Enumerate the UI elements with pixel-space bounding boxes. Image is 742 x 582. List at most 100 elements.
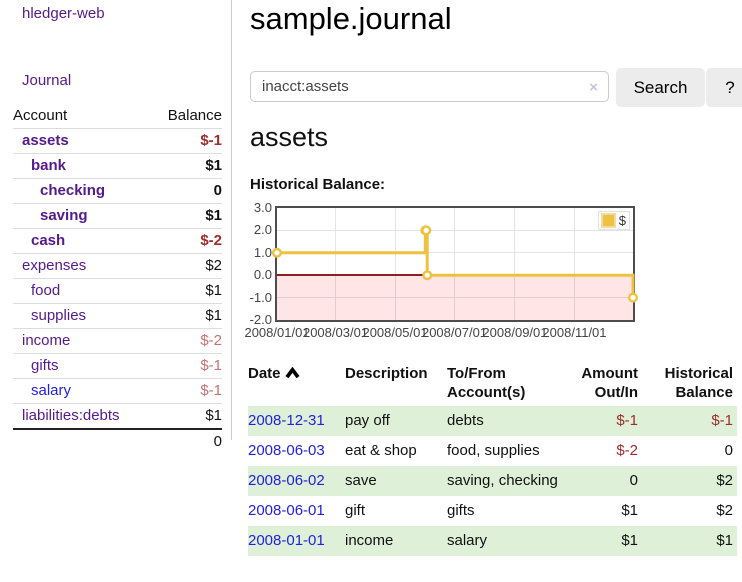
account-row: liabilities:debts $1 — [13, 403, 222, 429]
account-link[interactable]: checking — [40, 182, 106, 199]
account-balance: $-1 — [151, 378, 222, 404]
account-link[interactable]: food — [31, 282, 61, 299]
account-total-row: 0 — [13, 428, 222, 454]
x-axis-tick-label: 2008/09/01 — [482, 325, 548, 340]
register-date-link[interactable]: 2008-06-03 — [248, 442, 325, 459]
sidebar-item-journal[interactable]: Journal — [22, 72, 72, 89]
account-balance: $-2 — [151, 228, 222, 254]
account-row: checking 0 — [13, 178, 222, 204]
register-header-row: Date Description To/From Account(s) Amou… — [248, 360, 737, 406]
account-row: bank $1 — [13, 153, 222, 179]
y-axis-tick-label: 1.0 — [253, 244, 272, 260]
account-row: supplies $1 — [13, 303, 222, 329]
account-column-header: Account — [13, 107, 68, 124]
balance-column-header: Balance — [167, 107, 222, 124]
account-column-header[interactable]: To/From Account(s) — [447, 365, 526, 401]
register-row: 2008-01-01 income salary $1 $1 — [248, 526, 737, 556]
account-balance-table: Account Balance assets $-1 bank $1 checking 0… — [13, 104, 222, 454]
gridline-vertical — [454, 208, 455, 320]
sidebar: hledger-web Journal Account Balance asse… — [0, 0, 232, 454]
register-description: eat & shop — [345, 442, 417, 459]
x-axis-tick-label: 2008/05/01 — [362, 325, 428, 340]
date-column-header[interactable]: Date — [248, 360, 345, 406]
register-amount: $1 — [621, 502, 638, 519]
register-date-link[interactable]: 2008-06-02 — [248, 472, 325, 489]
register-table-body: 2008-12-31 pay off debts $-1 $-1 2008-06-03 ea… — [248, 406, 737, 556]
search-box: × — [250, 71, 609, 102]
y-axis-tick-label: 3.0 — [253, 200, 272, 215]
account-row: gifts $-1 — [13, 353, 222, 379]
register-date-link[interactable]: 2008-01-01 — [248, 532, 325, 549]
description-column-header[interactable]: Description — [345, 365, 428, 382]
gridline-vertical — [394, 208, 396, 320]
register-row: 2008-06-03 eat & shop food, supplies $-2 0 — [248, 436, 737, 466]
account-table-body: assets $-1 bank $1 checking 0 saving $1 cash $-2 e… — [13, 128, 222, 429]
register-date-link[interactable]: 2008-12-31 — [248, 412, 325, 429]
gridline-vertical — [335, 208, 337, 320]
account-link[interactable]: saving — [40, 207, 88, 224]
search-form: × Search ? — [250, 68, 742, 107]
register-date-link[interactable]: 2008-06-01 — [248, 502, 325, 519]
account-link[interactable]: liabilities:debts — [22, 407, 120, 424]
data-point-marker — [421, 225, 432, 236]
gridline-vertical — [514, 208, 516, 320]
account-row: income $-2 — [13, 328, 222, 354]
x-axis-tick-label: 2008/11/01 — [542, 325, 607, 340]
account-link[interactable]: supplies — [31, 307, 87, 324]
account-balance: $1 — [151, 203, 222, 229]
account-link[interactable]: bank — [31, 157, 67, 174]
gridline-vertical — [573, 208, 575, 320]
account-row: expenses $2 — [13, 253, 222, 279]
register-amount: $1 — [621, 532, 638, 549]
balance-line — [272, 225, 639, 303]
register-accounts: debts — [447, 412, 484, 429]
account-balance: $1 — [151, 403, 222, 429]
amount-column-header[interactable]: Amount Out/In — [581, 365, 638, 401]
legend-swatch — [600, 213, 616, 228]
register-amount: 0 — [629, 472, 638, 489]
app-title-link[interactable]: hledger-web — [22, 5, 105, 22]
search-input[interactable] — [250, 71, 609, 102]
x-axis-tick-label: 2008/07/01 — [421, 325, 488, 340]
y-axis-tick-label: 0.0 — [253, 267, 272, 283]
y-axis-tick-label: -2.0 — [249, 312, 272, 327]
account-link[interactable]: salary — [31, 382, 72, 399]
register-balance: 0 — [724, 442, 733, 459]
x-axis-tick-label: 2008/03/01 — [302, 325, 369, 340]
chart-plot-area: $ — [272, 206, 639, 322]
account-row: food $1 — [13, 278, 222, 304]
register-accounts: salary — [447, 532, 488, 549]
account-link[interactable]: cash — [31, 232, 66, 249]
account-balance: $1 — [151, 153, 222, 179]
account-balance: $-1 — [151, 353, 222, 379]
account-balance: 0 — [151, 178, 222, 204]
data-point-marker — [628, 292, 639, 303]
register-amount: $-1 — [616, 412, 638, 429]
register-balance: $1 — [716, 532, 733, 549]
data-point-marker — [422, 270, 433, 281]
register-balance: $-1 — [711, 412, 733, 429]
register-description: pay off — [345, 412, 390, 429]
help-button[interactable]: ? — [706, 68, 742, 107]
account-link[interactable]: income — [22, 332, 71, 349]
account-heading: assets — [250, 122, 329, 152]
chart-legend: $ — [597, 211, 630, 230]
x-axis-tick-label: 2008/01/01 — [244, 325, 310, 340]
register-accounts: food, supplies — [447, 442, 540, 459]
account-link[interactable]: gifts — [31, 357, 59, 374]
negative-region — [277, 275, 633, 320]
account-link[interactable]: assets — [22, 132, 69, 149]
clear-search-icon[interactable]: × — [589, 79, 598, 96]
register-accounts: gifts — [447, 502, 475, 519]
register-row: 2008-06-02 save saving, checking 0 $2 — [248, 466, 737, 496]
account-total-balance: 0 — [151, 428, 222, 454]
balance-column-header[interactable]: Historical Balance — [664, 365, 733, 401]
search-button[interactable]: Search — [616, 68, 705, 107]
account-row: cash $-2 — [13, 228, 222, 254]
gridline-horizontal — [277, 252, 633, 254]
register-row: 2008-12-31 pay off debts $-1 $-1 — [248, 406, 737, 436]
account-total-spacer — [13, 428, 152, 454]
account-table-header: Account Balance — [13, 104, 222, 129]
account-link[interactable]: expenses — [22, 257, 87, 274]
register-table: Date Description To/From Account(s) Amou… — [248, 360, 737, 556]
